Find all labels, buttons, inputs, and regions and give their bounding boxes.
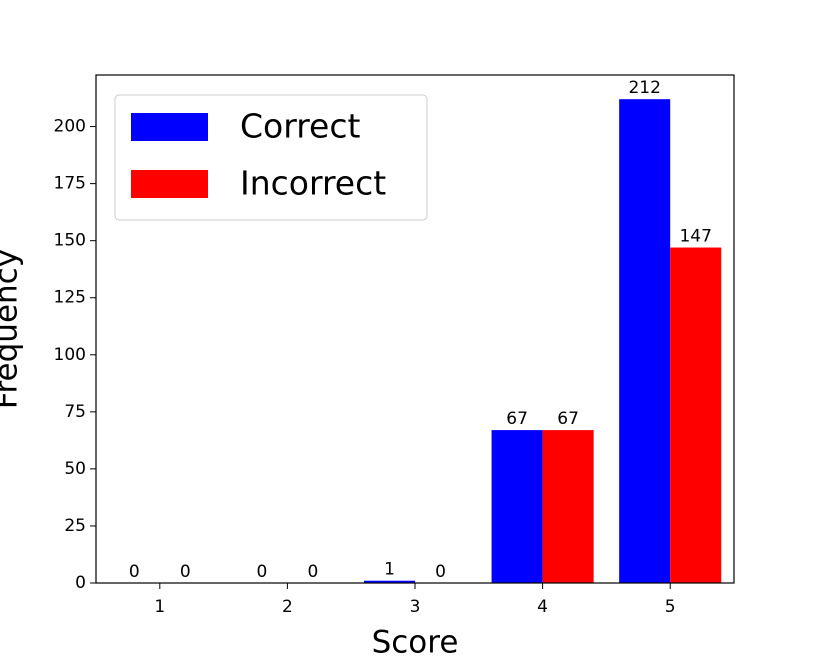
data-label: 0 <box>308 562 319 582</box>
y-axis-title: Frequency <box>0 249 25 409</box>
legend-swatch <box>131 170 208 198</box>
data-label: 1 <box>384 560 395 580</box>
bar <box>542 430 594 583</box>
data-label: 212 <box>628 78 660 98</box>
bar <box>619 99 671 583</box>
data-label: 147 <box>679 227 711 247</box>
bar <box>491 430 543 583</box>
y-tick-label: 25 <box>64 516 86 536</box>
y-tick-label: 200 <box>54 117 86 137</box>
data-label: 0 <box>180 562 191 582</box>
data-label: 67 <box>506 409 528 429</box>
x-tick-label: 1 <box>154 597 165 617</box>
legend-label: Correct <box>240 107 361 146</box>
y-tick-label: 125 <box>54 288 86 308</box>
y-tick-label: 175 <box>54 174 86 194</box>
data-label: 0 <box>256 562 267 582</box>
plot-frame <box>95 74 735 584</box>
x-tick-label: 3 <box>410 597 421 617</box>
x-axis-title: Score <box>372 625 459 660</box>
legend-label: Incorrect <box>240 164 386 203</box>
y-tick-label: 100 <box>54 345 86 365</box>
bar <box>670 247 722 583</box>
x-tick-label: 5 <box>665 597 676 617</box>
y-tick-label: 50 <box>64 459 86 479</box>
data-label: 0 <box>435 562 446 582</box>
x-tick-label: 4 <box>537 597 548 617</box>
y-tick-label: 150 <box>54 231 86 251</box>
data-label: 67 <box>557 409 579 429</box>
y-tick-label: 75 <box>64 402 86 422</box>
bar <box>363 580 415 583</box>
y-tick-label: 0 <box>75 573 86 593</box>
x-tick-label: 2 <box>282 597 293 617</box>
legend-swatch <box>131 113 208 141</box>
data-label: 0 <box>129 562 140 582</box>
